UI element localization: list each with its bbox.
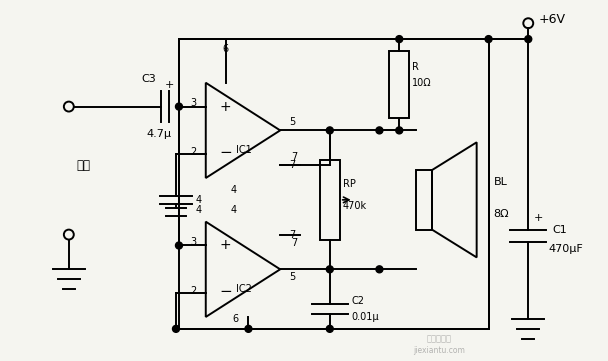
Circle shape	[326, 127, 333, 134]
Text: jiexiantu.com: jiexiantu.com	[413, 346, 465, 355]
Text: RP: RP	[343, 179, 356, 189]
Text: 3: 3	[191, 236, 197, 247]
Text: 4: 4	[196, 205, 202, 215]
Circle shape	[396, 127, 402, 134]
Text: +: +	[165, 80, 174, 90]
Circle shape	[376, 127, 383, 134]
Polygon shape	[206, 222, 280, 317]
Circle shape	[176, 242, 182, 249]
Circle shape	[176, 103, 182, 110]
Text: C3: C3	[142, 74, 157, 84]
Text: 7: 7	[289, 230, 295, 240]
Bar	[389, 51, 409, 118]
Text: 4: 4	[230, 205, 237, 215]
Text: C2: C2	[351, 296, 365, 306]
Text: +: +	[534, 213, 544, 223]
Text: 5: 5	[289, 117, 295, 127]
Text: 电子发烧友: 电子发烧友	[426, 334, 452, 343]
Bar	[179, 39, 489, 329]
Text: 输人: 输人	[77, 158, 91, 171]
Circle shape	[245, 325, 252, 332]
Text: 470k: 470k	[343, 201, 367, 211]
Text: 4: 4	[230, 185, 237, 195]
Text: 7: 7	[291, 152, 297, 162]
Text: C1: C1	[552, 225, 567, 235]
Polygon shape	[206, 83, 280, 178]
Text: 5: 5	[289, 272, 295, 282]
Text: +: +	[220, 239, 232, 252]
Text: BL: BL	[494, 177, 508, 187]
Text: 3: 3	[191, 97, 197, 108]
Circle shape	[396, 36, 402, 43]
Text: 4: 4	[196, 195, 202, 205]
Bar	[416, 170, 432, 230]
Text: IC2: IC2	[235, 284, 251, 294]
Text: 8Ω: 8Ω	[494, 209, 509, 219]
Text: 2: 2	[191, 286, 197, 296]
Circle shape	[485, 36, 492, 43]
Text: IC1: IC1	[235, 145, 251, 155]
Text: 10Ω: 10Ω	[412, 78, 432, 88]
Text: −: −	[219, 145, 232, 160]
Text: +6V: +6V	[538, 13, 565, 26]
Text: 6: 6	[232, 314, 238, 324]
Circle shape	[326, 266, 333, 273]
Text: +: +	[220, 100, 232, 114]
Text: 2: 2	[191, 147, 197, 157]
Text: R: R	[412, 62, 419, 72]
Circle shape	[525, 36, 532, 43]
Text: 0.01μ: 0.01μ	[351, 312, 379, 322]
Text: 7: 7	[289, 160, 295, 170]
Bar	[320, 160, 340, 240]
Text: 4.7μ: 4.7μ	[147, 129, 171, 139]
Text: 470μF: 470μF	[548, 244, 583, 255]
Circle shape	[376, 266, 383, 273]
Circle shape	[326, 325, 333, 332]
Text: 6: 6	[223, 44, 229, 54]
Text: 7: 7	[291, 238, 297, 248]
Circle shape	[173, 325, 179, 332]
Text: −: −	[219, 284, 232, 299]
